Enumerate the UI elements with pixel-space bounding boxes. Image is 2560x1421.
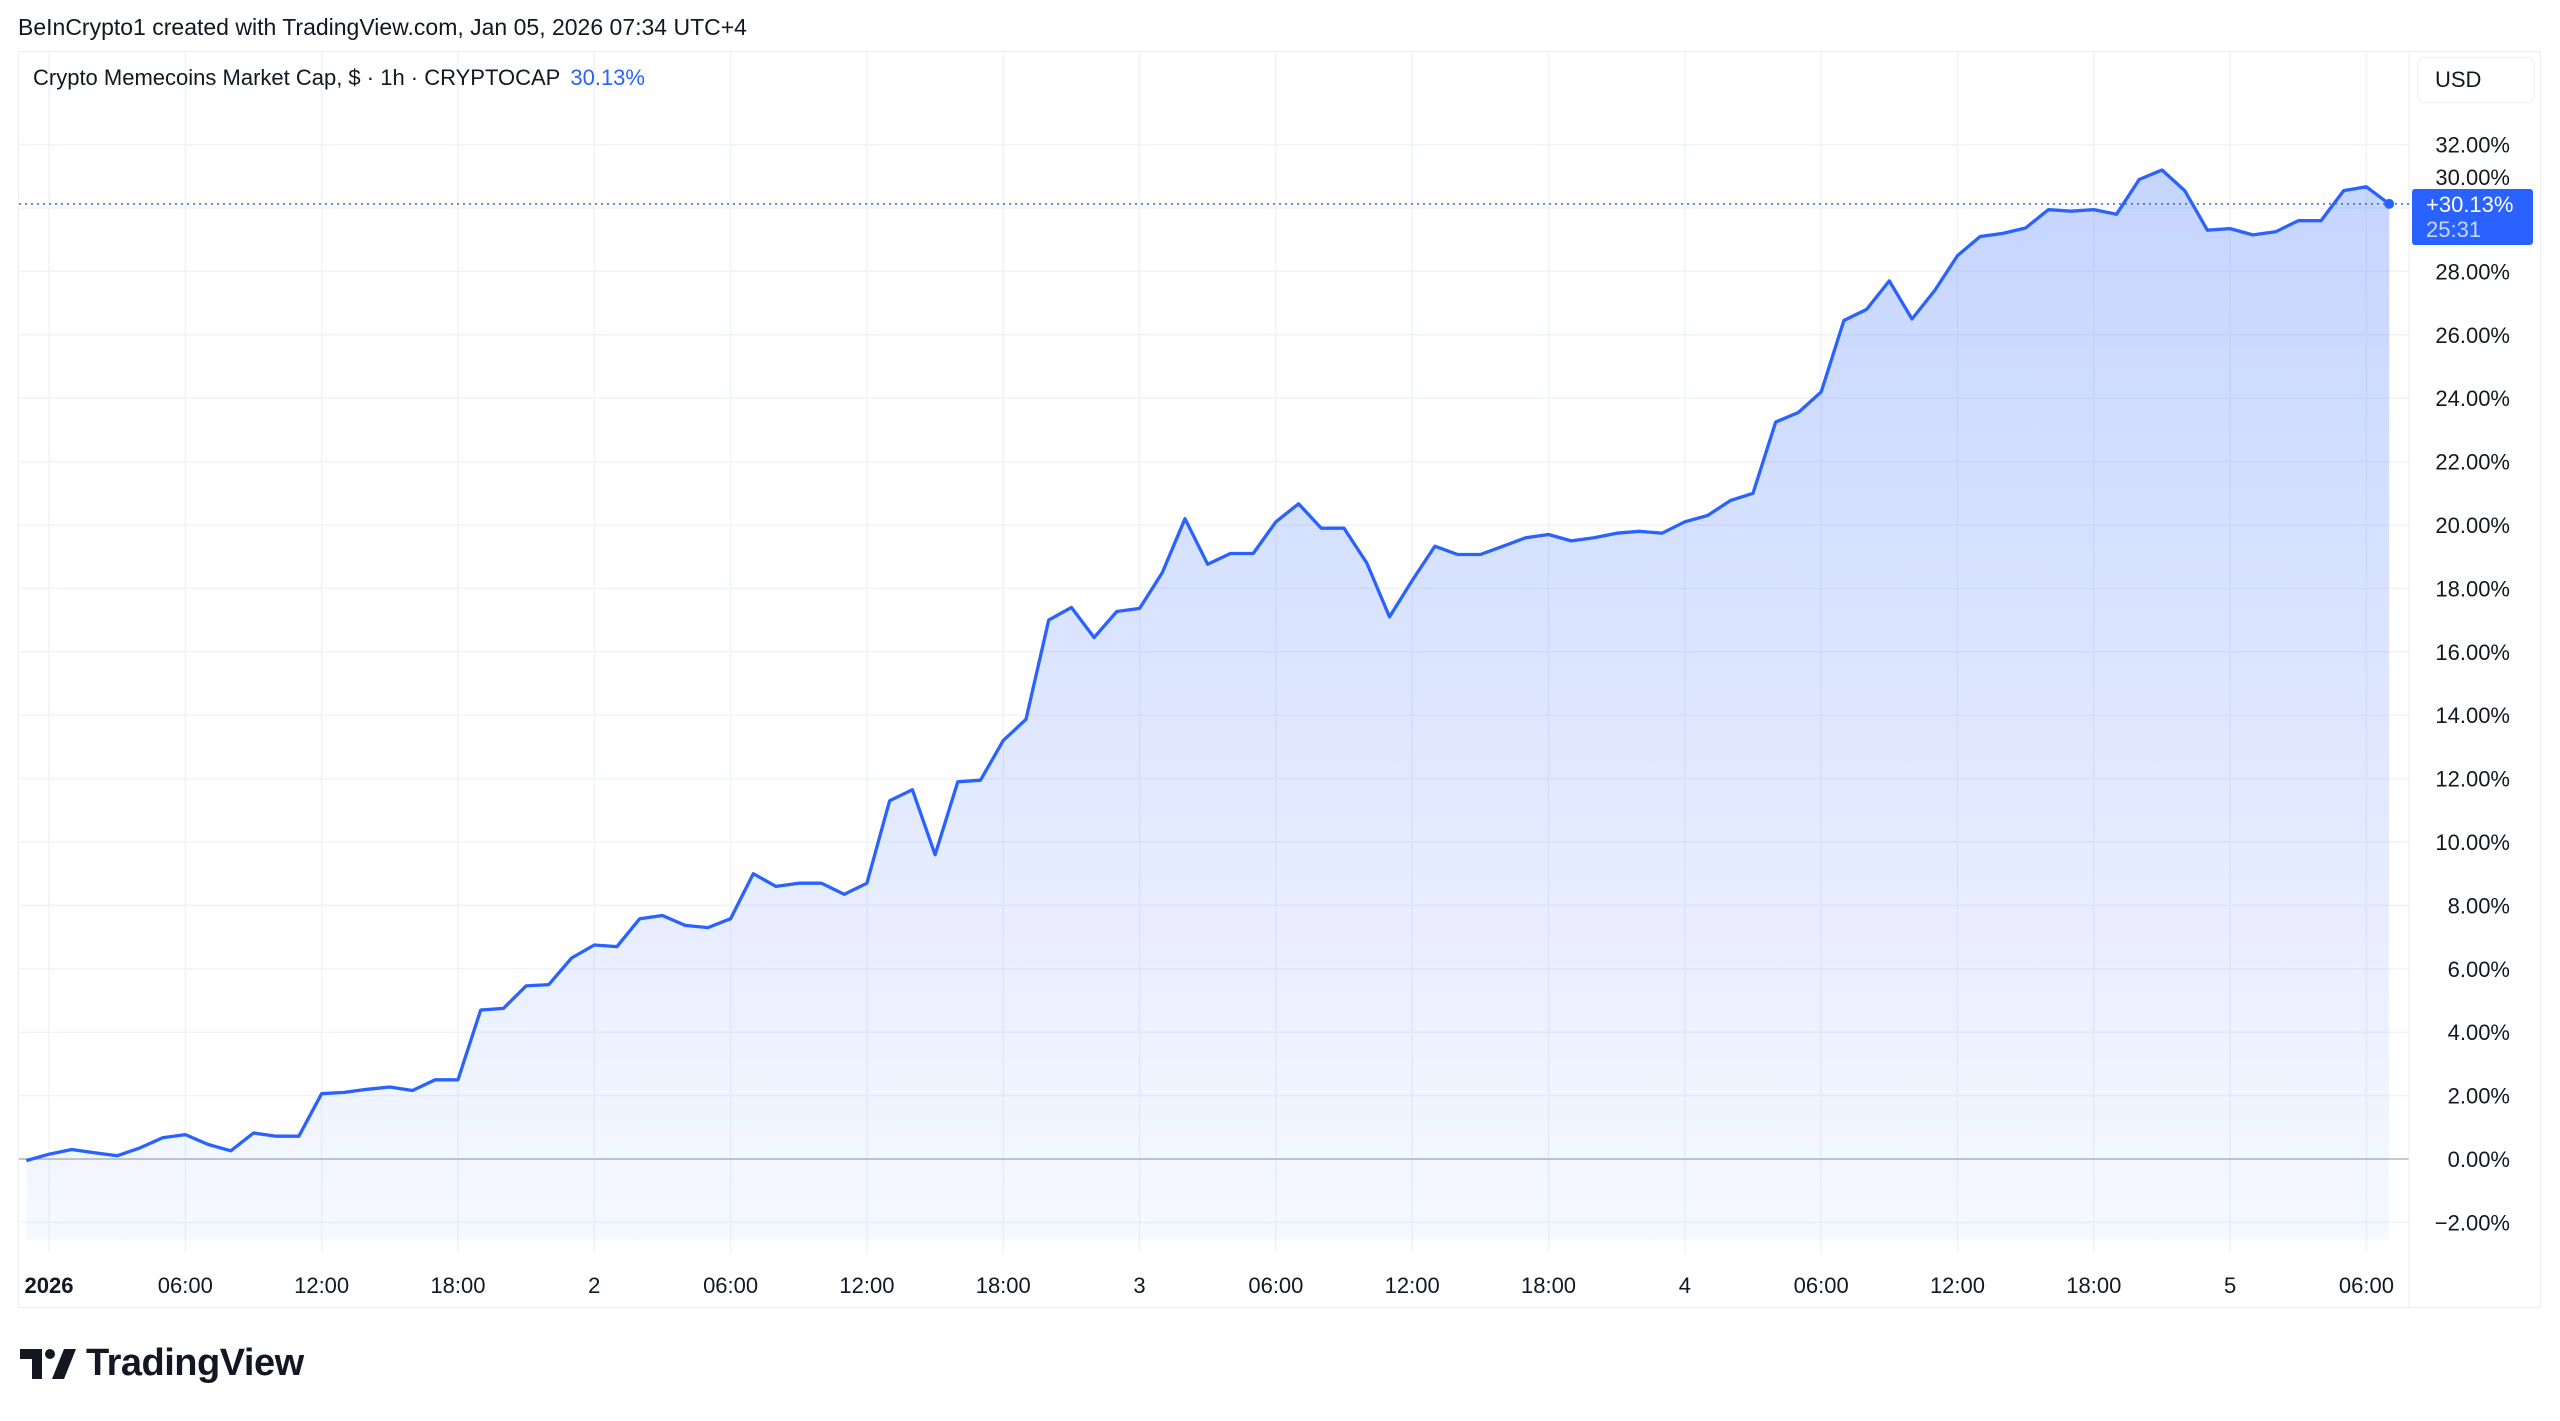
x-tick-label: 06:00 [703, 1273, 758, 1298]
y-tick-label: 26.00% [2435, 323, 2510, 348]
x-tick-label: 06:00 [1794, 1273, 1849, 1298]
last-point-marker [2384, 198, 2395, 209]
symbol-title: Crypto Memecoins Market Cap, $ · 1h · CR… [33, 65, 561, 90]
brand-name: TradingView [86, 1342, 304, 1384]
y-tick-label: 28.00% [2435, 259, 2510, 284]
y-tick-label: −2.00% [2435, 1210, 2510, 1235]
y-tick-label: 14.00% [2435, 703, 2510, 728]
price-axis[interactable]: 32.00% 30.00% 28.00% 26.00% 24.00% 22.00% 20.0… [2435, 133, 2510, 1236]
x-tick-label: 06:00 [158, 1273, 213, 1298]
x-tick-label: 3 [1133, 1273, 1145, 1298]
y-tick-label: 18.00% [2435, 576, 2510, 601]
tradingview-logo-icon [20, 1348, 76, 1379]
y-tick-label: 16.00% [2435, 640, 2510, 665]
y-tick-label: 4.00% [2448, 1020, 2510, 1045]
y-tick-label: 0.00% [2448, 1147, 2510, 1172]
y-tick-label: 30.00% [2435, 165, 2510, 190]
y-tick-label: 10.00% [2435, 830, 2510, 855]
x-tick-label: 18:00 [1521, 1273, 1576, 1298]
plot-area [19, 168, 2409, 1240]
y-tick-label: 24.00% [2435, 386, 2510, 411]
x-tick-label: 06:00 [1248, 1273, 1303, 1298]
symbol-change: 30.13% [570, 65, 645, 90]
bar-countdown: 25:31 [2426, 217, 2482, 242]
y-tick-label: 12.00% [2435, 767, 2510, 792]
y-tick-label: 2.00% [2448, 1084, 2510, 1109]
x-tick-label: 06:00 [2339, 1273, 2394, 1298]
y-tick-label: 32.00% [2435, 133, 2510, 158]
tradingview-logo[interactable]: TradingView [20, 1342, 304, 1385]
x-tick-label: 12:00 [1385, 1273, 1440, 1298]
chart-pane[interactable] [18, 51, 2541, 1308]
x-tick-label: 5 [2224, 1273, 2236, 1298]
x-tick-label: 2026 [25, 1273, 74, 1298]
y-tick-label: 8.00% [2448, 893, 2510, 918]
area-fill [26, 170, 2390, 1240]
chart-legend: Crypto Memecoins Market Cap, $ · 1h · CR… [33, 65, 645, 91]
last-price-value: +30.13% [2426, 192, 2514, 217]
chart-credit: BeInCrypto1 created with TradingView.com… [18, 14, 747, 40]
x-tick-label: 2 [588, 1273, 600, 1298]
y-tick-label: 20.00% [2435, 513, 2510, 538]
x-tick-label: 12:00 [294, 1273, 349, 1298]
last-price-label: +30.13% 25:31 [2412, 189, 2533, 245]
y-tick-label: 6.00% [2448, 957, 2510, 982]
y-tick-label: 22.00% [2435, 450, 2510, 475]
x-tick-label: 4 [1679, 1273, 1691, 1298]
time-axis[interactable]: 2026 06:00 12:00 18:00 2 06:00 12:00 18:00 3 06:0… [25, 1273, 2394, 1298]
x-tick-label: 12:00 [1930, 1273, 1985, 1298]
x-tick-label: 18:00 [430, 1273, 485, 1298]
x-tick-label: 12:00 [839, 1273, 894, 1298]
currency-button[interactable]: USD [2417, 57, 2535, 103]
x-tick-label: 18:00 [2066, 1273, 2121, 1298]
x-tick-label: 18:00 [976, 1273, 1031, 1298]
